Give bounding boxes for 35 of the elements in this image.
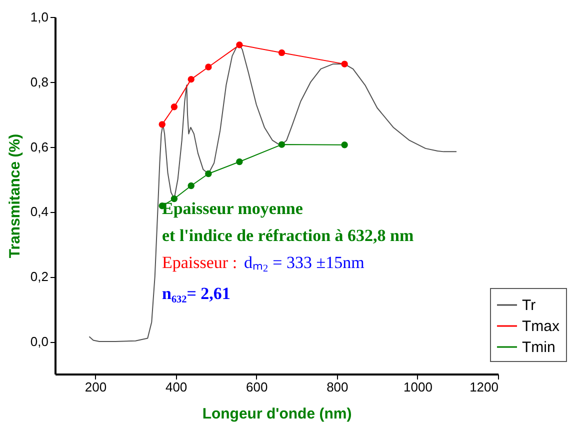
legend-label: Tr (522, 297, 536, 314)
y-tick-label: 0,6 (30, 139, 48, 154)
annotation: Epaisseur : (162, 253, 238, 272)
point (236, 42, 243, 48)
point (158, 121, 166, 128)
x-tick-label: 1200 (470, 380, 498, 394)
legend-label: Tmin (522, 339, 556, 356)
y-tick-label: 0,2 (30, 269, 48, 284)
point (188, 182, 194, 190)
annotation: dₘ₂ = 333 ±15nm (244, 253, 364, 272)
point (341, 142, 348, 148)
point (188, 76, 194, 83)
y-axis-title: Transmitance (%) (6, 134, 24, 258)
x-tick-label: 800 (326, 380, 348, 394)
point (278, 141, 286, 148)
point (205, 170, 212, 178)
x-axis-title: Longeur d'onde (nm) (202, 406, 352, 422)
legend-label: Tmax (522, 318, 560, 335)
y-tick-label: 0,0 (30, 334, 48, 350)
point (205, 64, 212, 70)
x-tick-label: 600 (246, 380, 268, 394)
annotation: n₆₃₂= 2,61 (162, 284, 230, 303)
point (170, 195, 178, 202)
annotation: Epaisseur moyenne (162, 199, 304, 218)
point (236, 158, 243, 166)
y-tick-label: 1,0 (30, 10, 48, 24)
point (170, 104, 178, 110)
point (341, 60, 348, 68)
x-tick-label: 400 (165, 380, 188, 394)
y-tick-label: 0,8 (30, 74, 48, 90)
y-tick-label: 0,4 (30, 204, 48, 220)
x-tick-label: 200 (84, 380, 107, 394)
point (278, 49, 286, 56)
x-tick-label: 1000 (403, 380, 432, 394)
annotation: et l'indice de réfraction à 632,8 nm (162, 226, 414, 245)
